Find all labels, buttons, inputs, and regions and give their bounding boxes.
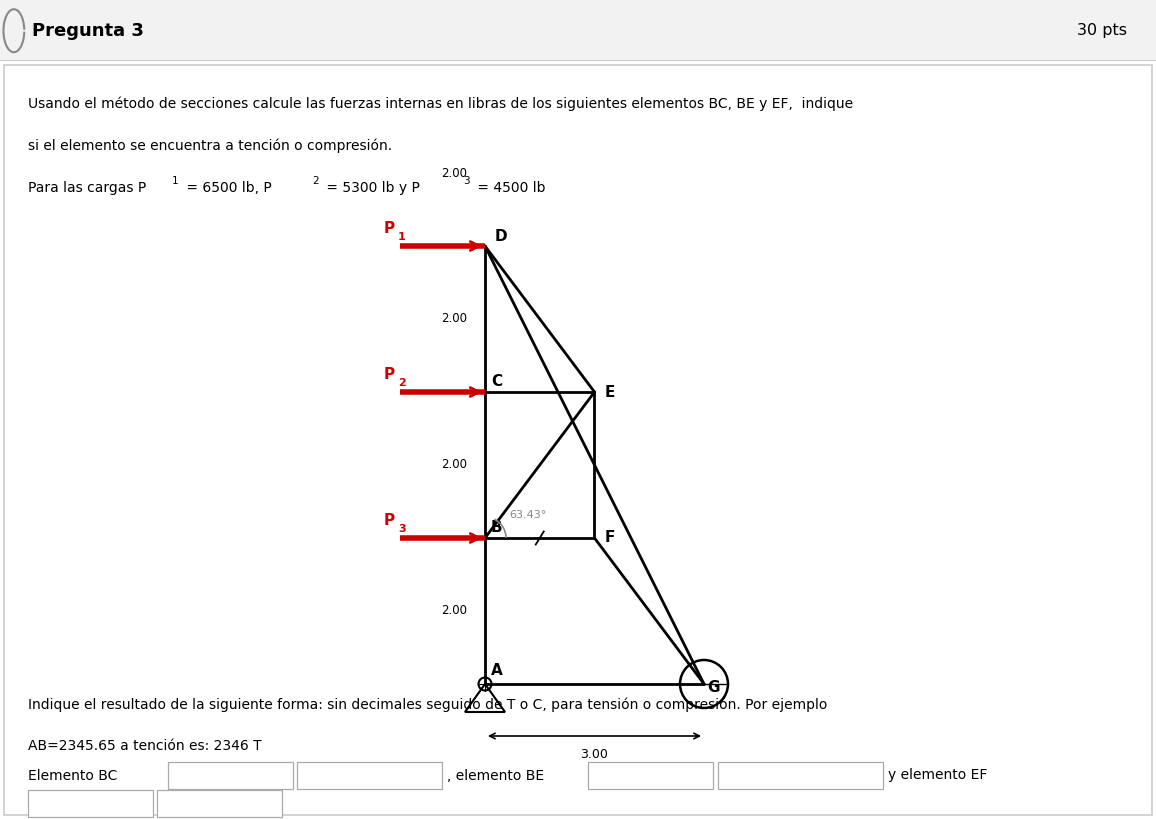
Bar	[28, 790, 153, 817]
Text: B: B	[491, 520, 503, 535]
Text: C: C	[491, 374, 502, 389]
Text: 1: 1	[172, 176, 179, 187]
Text: 2: 2	[398, 378, 406, 388]
Text: Indique el resultado de la siguiente forma: sin decimales seguido de T o C, para: Indique el resultado de la siguiente for…	[28, 697, 828, 712]
Text: 2.00: 2.00	[440, 313, 467, 325]
Bar	[297, 762, 442, 789]
Text: 2.00: 2.00	[440, 604, 467, 618]
Bar	[588, 762, 713, 789]
Bar	[157, 790, 282, 817]
Text: G: G	[707, 681, 719, 695]
Text: 3: 3	[398, 524, 406, 534]
Text: D: D	[495, 229, 507, 244]
Text: AB=2345.65 a tención es: 2346 T: AB=2345.65 a tención es: 2346 T	[28, 739, 261, 753]
Text: F: F	[605, 531, 615, 545]
Text: 30 pts: 30 pts	[1077, 23, 1127, 38]
Text: = 6500 lb, P: = 6500 lb, P	[181, 182, 272, 196]
Text: si el elemento se encuentra a tención o compresión.: si el elemento se encuentra a tención o …	[28, 138, 392, 153]
Text: Usando el método de secciones calcule las fuerzas internas en libras de los sigu: Usando el método de secciones calcule la…	[28, 97, 853, 111]
Text: = 4500 lb: = 4500 lb	[473, 182, 546, 196]
Text: , elemento BE: , elemento BE	[447, 768, 544, 782]
Text: 63.43°: 63.43°	[509, 510, 547, 520]
Text: P: P	[384, 367, 395, 382]
Text: P: P	[384, 221, 395, 236]
Text: 3: 3	[464, 176, 469, 187]
Text: Pregunta 3: Pregunta 3	[32, 22, 144, 39]
Text: 2: 2	[312, 176, 319, 187]
Text: 2.00: 2.00	[440, 166, 467, 179]
Text: Elemento BC: Elemento BC	[28, 768, 118, 782]
Text: 1: 1	[398, 232, 406, 242]
Text: 2.00: 2.00	[440, 459, 467, 472]
Text: = 5300 lb y P: = 5300 lb y P	[323, 182, 420, 196]
Text: A: A	[491, 663, 503, 678]
Bar	[168, 762, 292, 789]
Text: E: E	[605, 384, 615, 400]
Bar	[718, 762, 883, 789]
Text: 3.00: 3.00	[580, 748, 608, 761]
Text: Para las cargas P: Para las cargas P	[28, 182, 147, 196]
Text: P: P	[384, 513, 395, 528]
Text: y elemento EF: y elemento EF	[888, 768, 987, 782]
